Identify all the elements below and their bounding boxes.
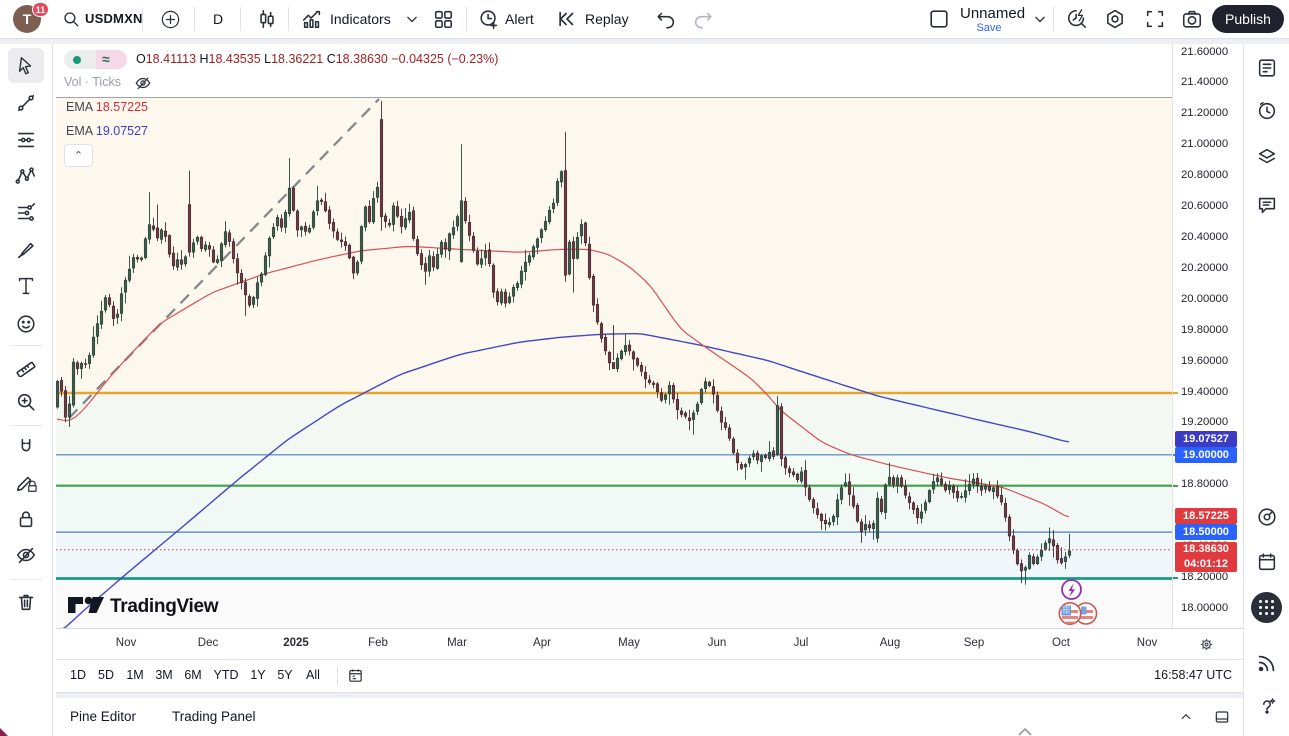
svg-text:TradingView: TradingView bbox=[110, 596, 219, 617]
